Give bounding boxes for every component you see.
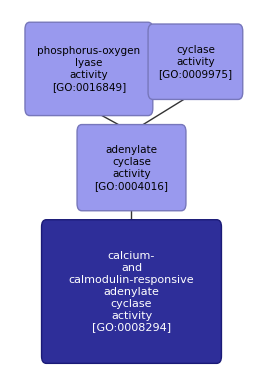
- Text: adenylate
cyclase
activity
[GO:0004016]: adenylate cyclase activity [GO:0004016]: [94, 145, 169, 191]
- FancyBboxPatch shape: [42, 220, 221, 363]
- Text: phosphorus-oxygen
lyase
activity
[GO:0016849]: phosphorus-oxygen lyase activity [GO:001…: [37, 46, 140, 92]
- Text: calcium-
and
calmodulin-responsive
adenylate
cyclase
activity
[GO:0008294]: calcium- and calmodulin-responsive adeny…: [69, 251, 194, 333]
- FancyBboxPatch shape: [25, 22, 153, 116]
- FancyBboxPatch shape: [77, 125, 186, 211]
- Text: cyclase
activity
[GO:0009975]: cyclase activity [GO:0009975]: [158, 45, 232, 79]
- FancyBboxPatch shape: [148, 24, 243, 99]
